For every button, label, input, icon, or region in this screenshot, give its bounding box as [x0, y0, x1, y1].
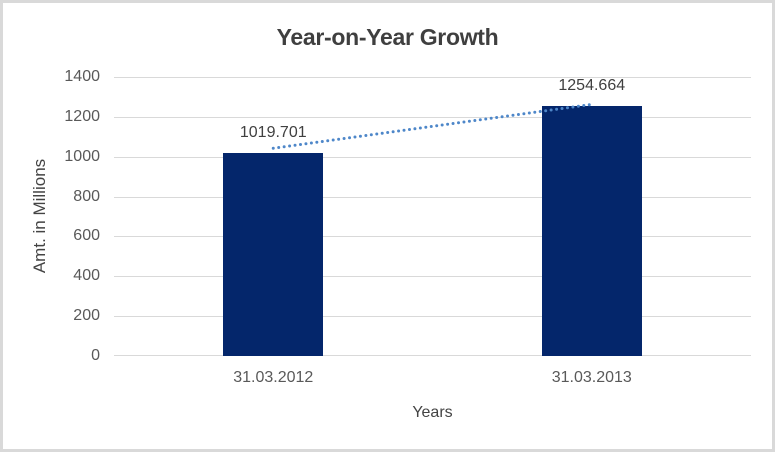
y-tick-label: 200 [73, 307, 100, 325]
y-tick-label: 1400 [64, 68, 100, 85]
grid-line [114, 316, 751, 318]
y-tick-label: 800 [73, 187, 100, 205]
y-tick-label: 400 [73, 267, 100, 285]
y-tick-label: 1000 [64, 147, 100, 165]
x-axis-title: Years [412, 404, 453, 421]
trend-line [271, 102, 594, 150]
y-tick-label: 0 [91, 347, 100, 364]
data-label: 1019.701 [239, 123, 307, 141]
chart-title: Year-on-Year Growth [276, 24, 499, 50]
grid-line [114, 355, 751, 356]
grid-line [114, 196, 751, 198]
plot-area: 1400 1200 1000 800 600 400 200 0 1019.701 31.03.2… [64, 68, 751, 386]
grid-line [114, 116, 751, 118]
y-tick-label: 1200 [64, 107, 100, 125]
x-tick-label: 31.03.2012 [233, 369, 314, 386]
x-tick-label: 31.03.2013 [551, 369, 632, 386]
grid-line [114, 156, 751, 158]
grid-line [114, 236, 751, 238]
bar [541, 105, 642, 356]
y-axis-title: Amt. in Millions [30, 158, 49, 274]
grid-line [114, 77, 751, 78]
grid-line [114, 276, 751, 278]
y-tick-label: 600 [73, 227, 100, 245]
bar [223, 152, 324, 356]
data-label: 1254.664 [558, 76, 626, 94]
